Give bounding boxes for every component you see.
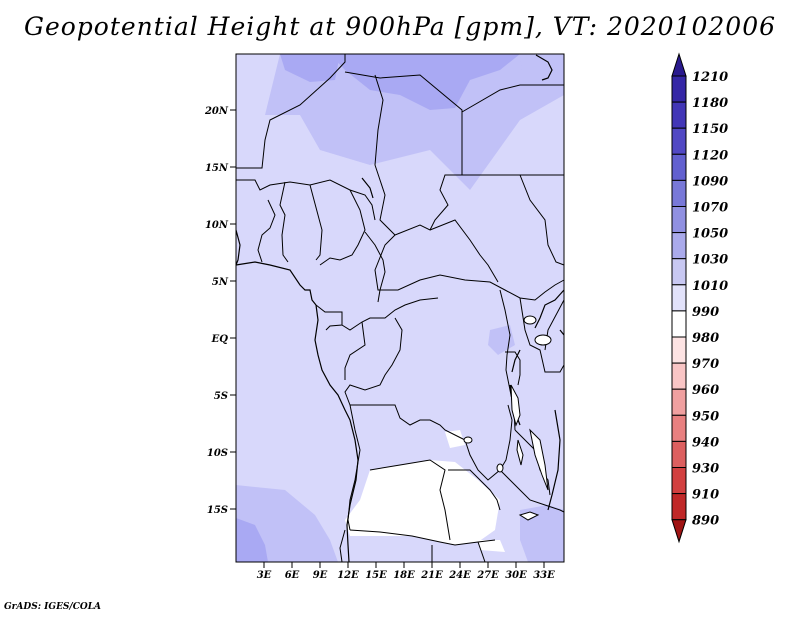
shade-southwest-dark [236,518,268,562]
lon-tick-label: 15E [365,570,387,581]
colorbar-label: 960 [692,383,719,398]
map-panel [235,53,565,563]
colorbar-segment [671,440,687,468]
lat-tick-label: 20N [204,106,229,117]
colorbar-segment [671,153,687,181]
longitude-axis: 3E 6E 9E 12E 15E 18E 21E 24E 27E 30E 33E [257,562,555,581]
lat-tick-label: 10N [205,220,229,231]
lon-tick-label: 9E [313,570,328,581]
colorbar-segment [671,414,687,442]
shade-southeast-mid [520,505,564,562]
lon-tick-label: 21E [420,570,443,581]
colorbar-label: 1180 [692,96,728,111]
lon-tick-label: 30E [505,570,527,581]
colorbar-segment [671,179,687,207]
grads-credit: GrADS: IGES/COLA [4,602,102,612]
lon-tick-label: 12E [337,570,359,581]
lat-tick-label: 5S [214,391,228,402]
lakes [463,315,552,521]
lon-tick-label: 6E [285,570,300,581]
colorbar: 1210 1180 1150 1120 1090 1070 1050 1030 1010 990 9… [671,52,728,544]
colorbar-label: 1150 [692,122,728,137]
lat-tick-label: 15N [205,163,229,174]
colorbar-top-arrow [671,52,687,77]
lon-tick-label: 18E [393,570,415,581]
colorbar-label: 970 [692,357,719,372]
shade-south-low-east [478,540,505,552]
colorbar-label: 980 [692,331,719,346]
colorbar-label: 1090 [692,174,728,189]
colorbar-segment [671,232,687,260]
lon-tick-label: 33E [533,570,555,581]
colorbar-label: 950 [692,409,719,424]
lat-tick-label: 10S [207,448,228,459]
shade-north-dark [330,54,520,110]
colorbar-label: 890 [692,514,719,529]
lon-tick-label: 27E [476,570,499,581]
lat-tick-label: 15S [207,505,228,516]
colorbar-label: 930 [692,462,719,477]
shade-south-low [345,460,500,545]
shade-northwest-dark [280,54,340,82]
colorbar-label: 990 [692,305,719,320]
colorbar-segment [671,336,687,364]
shade-northeast-mid [520,54,564,80]
colorbar-segment [671,493,687,521]
colorbar-label: 1030 [692,253,728,268]
colorbar-segment [671,310,687,338]
colorbar-label: 1120 [692,148,728,163]
map-frame [235,53,565,563]
colorbar-bottom-arrow [671,519,687,544]
height-shading [236,54,564,562]
colorbar-label: 910 [692,488,719,503]
colorbar-label: 1210 [692,70,728,85]
colorbar-segment [671,388,687,416]
latitude-axis: 20N 15N 10N 5N EQ 5S 10S 15S [204,106,236,516]
colorbar-segment [671,467,687,495]
shade-south-low-west [445,430,465,448]
colorbar-segment [671,101,687,129]
chart-title: Geopotential Height at 900hPa [gpm], VT:… [23,12,777,41]
colorbar-segment [671,206,687,234]
lat-tick-label: 5N [212,277,229,288]
lat-tick-label: EQ [211,334,229,345]
colorbar-label: 1010 [692,279,728,294]
colorbar-segment [671,258,687,286]
shade-north-mid [265,54,564,190]
colorbar-label: 1070 [692,201,728,216]
colorbar-segment [671,362,687,390]
colorbar-segment [671,284,687,312]
colorbar-segment [671,127,687,155]
coastline [235,54,565,563]
colorbar-label: 940 [692,435,719,450]
colorbar-label: 1050 [692,227,728,242]
lon-tick-label: 24E [448,570,471,581]
colorbar-segment [671,75,687,103]
lon-tick-label: 3E [257,570,272,581]
